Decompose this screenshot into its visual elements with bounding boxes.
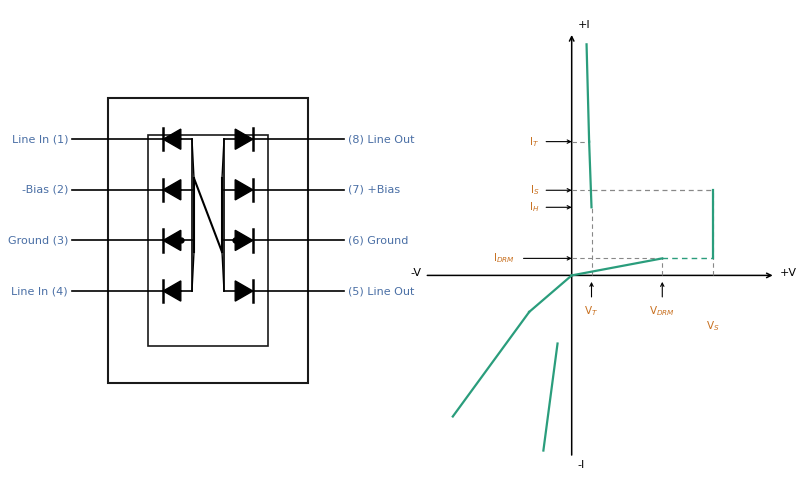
Text: I$_{DRM}$: I$_{DRM}$ [494,252,515,266]
Text: V$_T$: V$_T$ [585,304,598,318]
Text: +I: +I [578,20,590,30]
Text: (6) Ground: (6) Ground [348,236,408,246]
Polygon shape [235,180,253,200]
Polygon shape [235,230,253,250]
Text: (7) +Bias: (7) +Bias [348,185,400,195]
Polygon shape [163,230,181,250]
Text: -I: -I [578,460,585,470]
Bar [108,98,308,383]
Polygon shape [235,281,253,301]
Text: Ground (3): Ground (3) [8,236,68,246]
Text: I$_H$: I$_H$ [529,200,539,214]
Polygon shape [235,129,253,150]
Text: V$_{DRM}$: V$_{DRM}$ [650,304,675,318]
Polygon shape [163,180,181,200]
Text: (5) Line Out: (5) Line Out [348,286,414,296]
Text: -V: -V [410,268,422,278]
Polygon shape [163,281,181,301]
Text: I$_T$: I$_T$ [529,134,539,148]
Text: -Bias (2): -Bias (2) [22,185,68,195]
Bar [148,134,268,346]
Text: I$_S$: I$_S$ [530,184,539,197]
Text: +V: +V [780,268,797,278]
Text: V$_S$: V$_S$ [706,319,720,333]
Text: Line In (4): Line In (4) [11,286,68,296]
Text: Line In (1): Line In (1) [11,134,68,144]
Polygon shape [163,129,181,150]
Text: (8) Line Out: (8) Line Out [348,134,414,144]
